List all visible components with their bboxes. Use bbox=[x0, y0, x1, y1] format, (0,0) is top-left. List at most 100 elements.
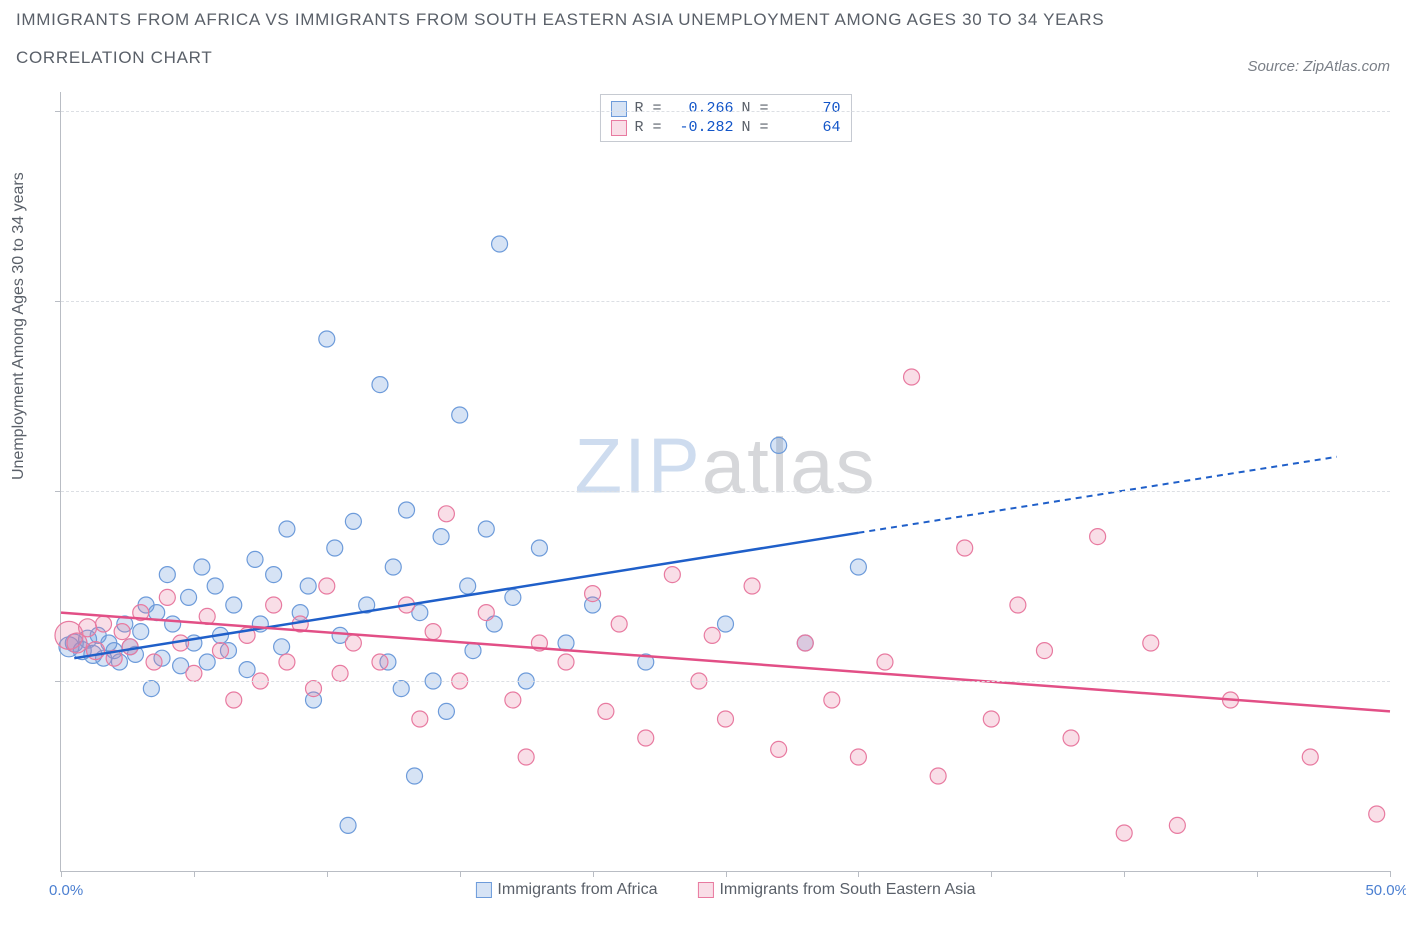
scatter-point-seasia bbox=[877, 654, 893, 670]
n-value-africa: 70 bbox=[777, 100, 841, 117]
x-tick-mark bbox=[61, 871, 62, 877]
scatter-point-seasia bbox=[226, 692, 242, 708]
scatter-point-africa bbox=[247, 551, 263, 567]
scatter-point-seasia bbox=[558, 654, 574, 670]
scatter-point-africa bbox=[492, 236, 508, 252]
scatter-point-africa bbox=[385, 559, 401, 575]
chart-svg bbox=[61, 92, 1390, 871]
n-label: N = bbox=[742, 119, 769, 136]
grid-line bbox=[61, 301, 1390, 302]
scatter-point-seasia bbox=[159, 589, 175, 605]
scatter-point-africa bbox=[279, 521, 295, 537]
scatter-point-africa bbox=[531, 540, 547, 556]
legend-item-seasia: Immigrants from South Eastern Asia bbox=[697, 881, 975, 899]
r-label: R = bbox=[634, 100, 661, 117]
swatch-seasia-icon bbox=[697, 882, 713, 898]
swatch-seasia bbox=[610, 120, 626, 136]
scatter-point-africa bbox=[393, 681, 409, 697]
scatter-point-seasia bbox=[704, 627, 720, 643]
r-label: R = bbox=[634, 119, 661, 136]
trend-line-extrapolated-africa bbox=[858, 457, 1336, 533]
grid-line bbox=[61, 111, 1390, 112]
scatter-point-seasia bbox=[611, 616, 627, 632]
scatter-point-seasia bbox=[96, 616, 112, 632]
scatter-point-seasia bbox=[1090, 529, 1106, 545]
scatter-point-africa bbox=[433, 529, 449, 545]
scatter-point-africa bbox=[399, 502, 415, 518]
y-tick-mark bbox=[55, 301, 61, 302]
scatter-point-seasia bbox=[332, 665, 348, 681]
scatter-point-seasia bbox=[306, 681, 322, 697]
scatter-point-africa bbox=[181, 589, 197, 605]
chart-title-line2: CORRELATION CHART bbox=[16, 48, 1390, 68]
scatter-point-africa bbox=[300, 578, 316, 594]
x-tick-mark bbox=[1124, 871, 1125, 877]
series-legend: Immigrants from Africa Immigrants from S… bbox=[475, 881, 975, 899]
n-value-seasia: 64 bbox=[777, 119, 841, 136]
source-attribution: Source: ZipAtlas.com bbox=[1247, 58, 1390, 75]
scatter-point-africa bbox=[478, 521, 494, 537]
scatter-point-africa bbox=[850, 559, 866, 575]
scatter-point-seasia bbox=[598, 703, 614, 719]
scatter-point-seasia bbox=[146, 654, 162, 670]
y-tick-mark bbox=[55, 491, 61, 492]
scatter-point-seasia bbox=[345, 635, 361, 651]
scatter-point-seasia bbox=[664, 567, 680, 583]
scatter-point-africa bbox=[159, 567, 175, 583]
x-axis-max-label: 50.0% bbox=[1365, 882, 1406, 899]
scatter-point-africa bbox=[340, 817, 356, 833]
legend-label-seasia: Immigrants from South Eastern Asia bbox=[719, 881, 975, 899]
scatter-point-africa bbox=[194, 559, 210, 575]
scatter-point-seasia bbox=[797, 635, 813, 651]
scatter-point-seasia bbox=[1143, 635, 1159, 651]
scatter-point-seasia bbox=[904, 369, 920, 385]
scatter-point-africa bbox=[407, 768, 423, 784]
scatter-point-seasia bbox=[478, 605, 494, 621]
scatter-point-seasia bbox=[1169, 817, 1185, 833]
swatch-africa bbox=[610, 101, 626, 117]
x-tick-mark bbox=[1257, 871, 1258, 877]
scatter-point-africa bbox=[207, 578, 223, 594]
scatter-point-seasia bbox=[718, 711, 734, 727]
chart-title-line1: IMMIGRANTS FROM AFRICA VS IMMIGRANTS FRO… bbox=[16, 10, 1390, 30]
scatter-point-seasia bbox=[79, 619, 97, 637]
x-tick-mark bbox=[991, 871, 992, 877]
scatter-point-africa bbox=[460, 578, 476, 594]
scatter-point-seasia bbox=[824, 692, 840, 708]
scatter-point-africa bbox=[199, 654, 215, 670]
scatter-point-seasia bbox=[1010, 597, 1026, 613]
scatter-point-africa bbox=[165, 616, 181, 632]
legend-item-africa: Immigrants from Africa bbox=[475, 881, 657, 899]
scatter-point-seasia bbox=[114, 624, 130, 640]
scatter-point-seasia bbox=[930, 768, 946, 784]
scatter-point-africa bbox=[143, 681, 159, 697]
swatch-africa-icon bbox=[475, 882, 491, 898]
x-tick-mark bbox=[327, 871, 328, 877]
scatter-point-africa bbox=[372, 377, 388, 393]
legend-row-seasia: R = -0.282 N = 64 bbox=[610, 118, 840, 137]
scatter-point-africa bbox=[718, 616, 734, 632]
correlation-legend: R = 0.266 N = 70 R = -0.282 N = 64 bbox=[599, 94, 851, 142]
scatter-point-seasia bbox=[957, 540, 973, 556]
scatter-point-seasia bbox=[505, 692, 521, 708]
scatter-point-seasia bbox=[425, 624, 441, 640]
scatter-point-seasia bbox=[122, 639, 138, 655]
scatter-point-seasia bbox=[1302, 749, 1318, 765]
x-tick-mark bbox=[593, 871, 594, 877]
scatter-point-seasia bbox=[638, 730, 654, 746]
y-axis-label: Unemployment Among Ages 30 to 34 years bbox=[10, 172, 28, 480]
x-axis-min-label: 0.0% bbox=[49, 882, 83, 899]
scatter-point-seasia bbox=[266, 597, 282, 613]
legend-label-africa: Immigrants from Africa bbox=[497, 881, 657, 899]
scatter-point-seasia bbox=[744, 578, 760, 594]
x-tick-mark bbox=[858, 871, 859, 877]
r-value-seasia: -0.282 bbox=[670, 119, 734, 136]
scatter-point-seasia bbox=[212, 643, 228, 659]
scatter-point-seasia bbox=[372, 654, 388, 670]
grid-line bbox=[61, 681, 1390, 682]
scatter-point-seasia bbox=[279, 654, 295, 670]
x-tick-mark bbox=[460, 871, 461, 877]
scatter-point-seasia bbox=[850, 749, 866, 765]
scatter-point-seasia bbox=[412, 711, 428, 727]
scatter-point-seasia bbox=[1036, 643, 1052, 659]
